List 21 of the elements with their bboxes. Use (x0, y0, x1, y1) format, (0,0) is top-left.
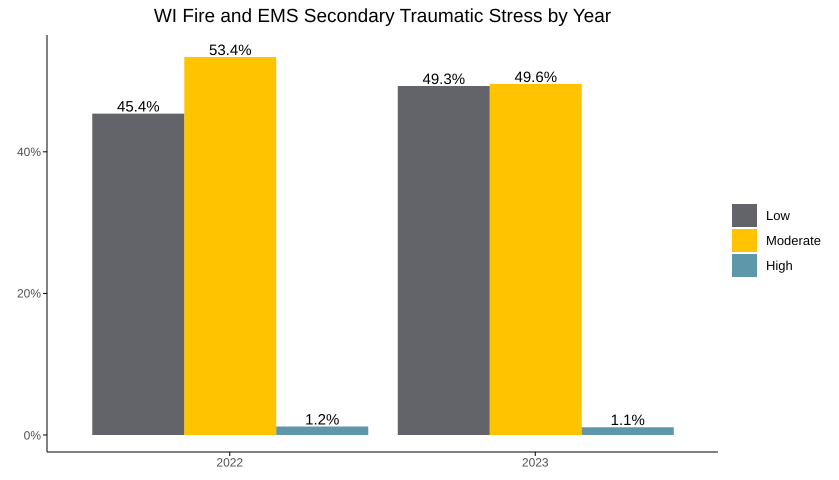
data-label: 49.6% (514, 68, 558, 86)
bar (92, 114, 184, 436)
legend-label: Moderate (766, 232, 821, 248)
legend-label: Low (766, 208, 790, 222)
bar (276, 426, 368, 436)
bar (184, 56, 276, 436)
bar (490, 84, 582, 436)
y-tick-label: 20% (16, 286, 42, 301)
data-label: 53.4% (209, 42, 252, 59)
data-label: 1.1% (610, 412, 645, 430)
bar (398, 86, 490, 436)
data-label: 49.3% (422, 70, 466, 88)
y-tick-label: 0% (24, 428, 42, 442)
chart-title: WI Fire and EMS Secondary Traumatic Stress by Year (152, 6, 612, 28)
data-label: 45.4% (117, 98, 160, 116)
legend-label: High (766, 258, 793, 272)
x-tick-label: 2023 (522, 456, 549, 470)
x-tick-label: 2022 (216, 456, 244, 470)
y-tick-label: 40% (16, 145, 42, 160)
bar (582, 427, 674, 436)
data-label: 1.2% (305, 412, 340, 429)
